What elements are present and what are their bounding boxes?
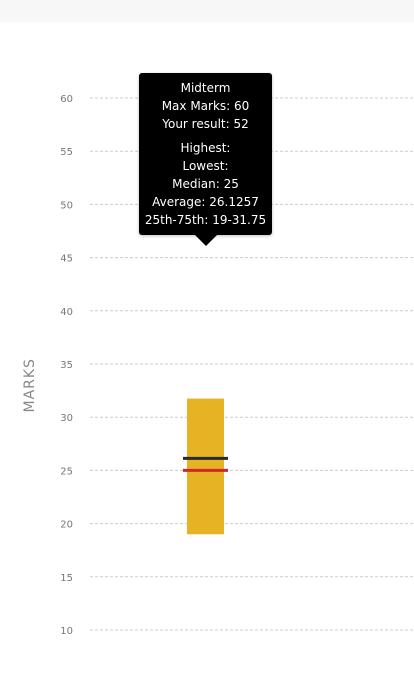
tooltip-iqr: 25th-75th: 19-31.75: [144, 213, 267, 227]
y-tick-label: 40: [60, 307, 73, 318]
y-tick-label: 30: [60, 413, 73, 424]
tooltip-title: Midterm: [180, 81, 231, 95]
tooltip-lowest: Lowest:: [182, 159, 229, 173]
tooltip-pointer: [195, 235, 217, 246]
y-tick-labels: 10 15 20 25 30 35 40 45 50 55 60: [60, 94, 73, 637]
y-tick-label: 15: [60, 573, 73, 584]
y-tick-label: 45: [60, 254, 73, 265]
y-tick-label: 10: [60, 626, 73, 637]
tooltip-your-result: Your result: 52: [162, 117, 249, 131]
box-series: [183, 398, 228, 535]
y-axis-label: MARKS: [22, 358, 38, 412]
box-plot-chart: 10 15 20 25 30 35 40 45 50 55 60 MARKS: [22, 94, 414, 637]
y-tick-label: 20: [60, 520, 73, 531]
tooltip-highest: Highest:: [180, 141, 231, 155]
tooltip-average: Average: 26.1257: [152, 195, 259, 209]
tooltip-max-marks: Max Marks: 60: [161, 99, 250, 113]
chart-area: 10 15 20 25 30 35 40 45 50 55 60 MARKS Midterm Max…: [0, 22, 414, 677]
tooltip-median: Median: 25: [172, 177, 239, 191]
top-bar: [0, 0, 414, 22]
y-tick-label: 60: [60, 94, 73, 105]
iqr-box[interactable]: [187, 398, 224, 535]
y-tick-label: 25: [60, 466, 73, 477]
y-tick-label: 50: [60, 200, 73, 211]
y-tick-label: 55: [60, 147, 73, 158]
data-tooltip: Midterm Max Marks: 60 Your result: 52 Hi…: [139, 73, 272, 246]
y-tick-label: 35: [60, 360, 73, 371]
